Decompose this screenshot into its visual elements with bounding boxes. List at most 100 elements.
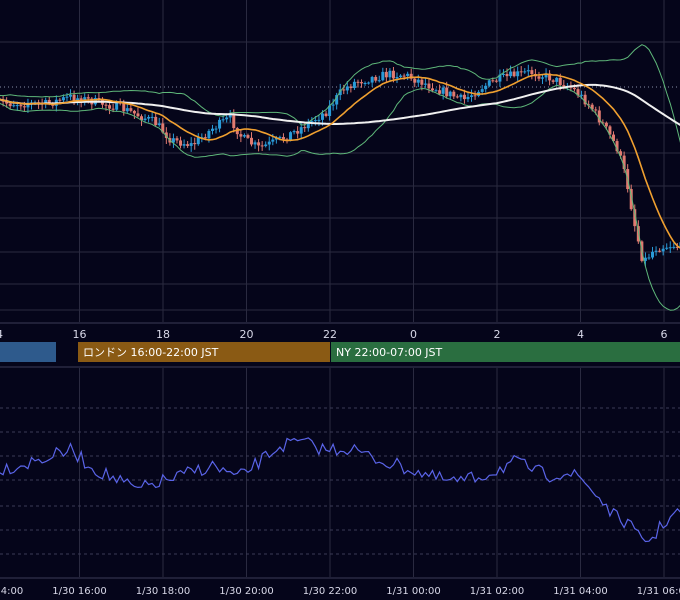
- x-tick-label: 0: [410, 328, 417, 341]
- candle-body: [668, 247, 672, 249]
- candle-body: [587, 104, 591, 106]
- session-ny: [331, 342, 680, 362]
- candle-body: [225, 117, 229, 120]
- candle-body: [186, 144, 190, 146]
- session-label-ny: NY 22:00-07:00 JST: [336, 346, 443, 359]
- candle-body: [583, 94, 587, 105]
- candle-body: [661, 248, 665, 252]
- candle-body: [235, 128, 239, 135]
- x-tick-label: 2: [494, 328, 501, 341]
- candle-body: [459, 94, 463, 98]
- candle-body: [171, 138, 175, 143]
- candle-body: [44, 100, 48, 105]
- candle-body: [402, 75, 406, 77]
- x-tick-label: 1/31 02:00: [470, 586, 524, 597]
- candle-body: [526, 70, 530, 72]
- candle-body: [104, 104, 108, 106]
- candle-body: [306, 121, 310, 129]
- candle-body: [69, 94, 73, 97]
- candle-body: [416, 79, 420, 83]
- candle-body: [328, 105, 332, 117]
- candle-body: [179, 140, 183, 146]
- candle-body: [445, 87, 449, 97]
- candle-body: [438, 90, 442, 94]
- candle-body: [352, 81, 356, 89]
- candle-body: [5, 101, 9, 104]
- candle-body: [675, 246, 679, 248]
- candle-body: [505, 73, 509, 77]
- candle-body: [72, 94, 76, 101]
- candle-body: [597, 110, 601, 123]
- candle-body: [462, 94, 466, 100]
- x-tick-label: 1/31 06:00: [637, 586, 680, 597]
- candle-body: [448, 91, 452, 97]
- candle-body: [590, 104, 594, 110]
- main-price-pane[interactable]: [0, 44, 680, 311]
- candle-body: [207, 130, 211, 139]
- grid: [0, 0, 680, 579]
- candle-body: [388, 70, 392, 78]
- candle-body: [19, 105, 23, 107]
- candle-body: [384, 71, 388, 78]
- candle-body: [381, 71, 385, 81]
- candle-body: [562, 85, 566, 88]
- x-tick-label: 1/30 18:00: [136, 586, 190, 597]
- candle-body: [427, 83, 431, 89]
- candle-body: [242, 135, 246, 137]
- candle-body: [345, 86, 349, 91]
- candle-body: [367, 82, 371, 84]
- candle-body: [313, 120, 317, 122]
- candle-body: [97, 97, 101, 99]
- oscillator-pane[interactable]: [0, 437, 680, 543]
- candle-body: [516, 71, 520, 77]
- candle-body: [115, 102, 119, 110]
- x-tick-label: 20: [240, 328, 254, 341]
- candle-body: [218, 119, 222, 129]
- candle-body: [484, 85, 488, 90]
- candle-body: [651, 251, 655, 258]
- slow-moving-average-line: [0, 83, 680, 127]
- candle-body: [487, 80, 491, 86]
- candle-body: [182, 144, 186, 146]
- candle-body: [15, 105, 19, 107]
- candle-body: [129, 108, 133, 111]
- candle-body: [239, 134, 243, 137]
- candle-body: [86, 97, 90, 99]
- candle-body: [633, 209, 637, 227]
- candle-body: [470, 95, 474, 97]
- candle-body: [629, 189, 633, 210]
- candle-body: [143, 118, 147, 121]
- candle-body: [455, 96, 459, 98]
- candle-body: [196, 137, 200, 145]
- candle-body: [604, 122, 608, 127]
- bollinger-lower-line: [0, 84, 680, 311]
- x-tick-label: 1/30 16:00: [52, 586, 106, 597]
- candle-body: [360, 82, 364, 84]
- candle-body: [434, 90, 438, 92]
- candle-body: [615, 141, 619, 152]
- candle-body: [576, 89, 580, 96]
- candle-body: [157, 123, 161, 126]
- candle-body: [473, 95, 477, 97]
- candle-body: [498, 74, 502, 82]
- candle-body: [377, 80, 381, 82]
- candle-body: [594, 109, 598, 111]
- candle-body: [61, 97, 65, 101]
- candle-body: [161, 123, 165, 133]
- x-tick-label: 22: [323, 328, 337, 341]
- x-tick-label: 14: [0, 328, 3, 341]
- candle-body: [519, 71, 523, 73]
- candle-body: [580, 94, 584, 96]
- candle-body: [257, 142, 261, 146]
- candle-body: [278, 137, 282, 139]
- candle-body: [296, 131, 300, 134]
- x-tick-label: 1/31 00:00: [386, 586, 440, 597]
- candle-body: [210, 128, 214, 131]
- session-label-london: ロンドン 16:00-22:00 JST: [83, 346, 219, 359]
- candle-body: [264, 144, 268, 147]
- candle-body: [413, 78, 417, 83]
- candle-body: [203, 137, 207, 139]
- candle-body: [512, 71, 516, 77]
- candle-body: [132, 110, 136, 114]
